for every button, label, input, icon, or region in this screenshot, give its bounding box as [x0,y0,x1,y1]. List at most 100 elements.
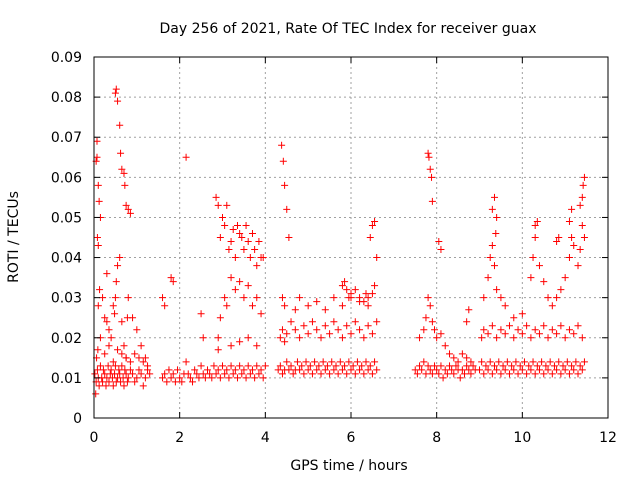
data-point [137,342,145,350]
data-point [120,342,128,350]
data-point [561,334,569,342]
gridlines [94,57,608,418]
data-point [291,326,299,334]
data-point [435,370,443,378]
data-point [364,294,372,302]
data-point [231,254,239,262]
data-point [117,149,125,157]
data-point [214,201,222,209]
data-point [563,358,571,366]
data-point [276,334,284,342]
data-point [341,278,349,286]
data-point [274,366,282,374]
y-tick-label: 0.09 [51,50,82,66]
data-point [493,366,501,374]
data-point [336,358,344,366]
x-tick-label: 4 [261,430,270,446]
data-point [579,181,587,189]
data-point [118,318,126,326]
data-point [92,390,100,398]
data-point [463,318,471,326]
data-point [117,378,125,386]
data-point [426,366,434,374]
data-point [225,374,233,382]
data-point [441,366,449,374]
data-point [99,366,107,374]
data-point [259,254,267,262]
data-point [214,346,222,354]
data-point [553,238,561,246]
data-point [124,294,132,302]
data-point [416,362,424,370]
data-point [463,354,471,362]
data-point [570,242,578,250]
data-point [231,366,239,374]
data-point [480,294,488,302]
data-point [227,342,235,350]
data-point [204,366,212,374]
data-point [467,358,475,366]
data-point [362,290,370,298]
data-point [248,302,256,310]
data-point [304,330,312,338]
data-point [343,286,351,294]
data-point [300,322,308,330]
data-point [223,302,231,310]
data-point [345,294,353,302]
data-point [338,302,346,310]
data-point [105,326,113,334]
data-point [112,278,120,286]
data-point [131,350,139,358]
data-point [574,262,582,270]
data-point [221,221,229,229]
data-point [574,370,582,378]
data-point [313,326,321,334]
data-point [351,318,359,326]
data-point [523,322,531,330]
data-point [216,374,224,382]
y-tick-label: 0.04 [51,251,82,267]
data-point [433,334,441,342]
data-point [535,366,543,374]
data-point [227,238,235,246]
data-point [126,358,134,366]
data-point [548,302,556,310]
data-point [296,334,304,342]
data-point [238,234,246,241]
data-point [163,378,171,386]
data-point [236,229,244,237]
data-point [171,378,179,386]
data-point [219,362,226,370]
data-point [433,366,441,374]
data-point [321,366,329,374]
data-point [540,370,548,378]
data-point [99,378,107,386]
data-point [244,334,252,342]
data-point [446,350,454,358]
data-point [216,314,224,322]
data-point [139,358,147,366]
data-point [114,346,122,354]
data-point [105,342,113,350]
data-point [557,370,565,378]
data-point [94,242,102,250]
data-point [246,370,254,378]
data-point [304,366,312,374]
data-point [422,370,430,378]
data-point [285,366,293,374]
data-point [116,370,124,378]
data-point [505,370,513,378]
data-point [323,362,331,370]
data-point [576,246,584,254]
data-point [540,278,548,286]
data-point [347,366,355,374]
data-point [169,278,177,286]
data-point [527,366,535,374]
data-point [512,358,520,366]
data-point [572,358,580,366]
data-point [420,326,428,334]
data-point [347,290,355,298]
data-point [364,366,372,374]
y-tick-label: 0.06 [51,170,82,186]
data-point [111,89,119,97]
